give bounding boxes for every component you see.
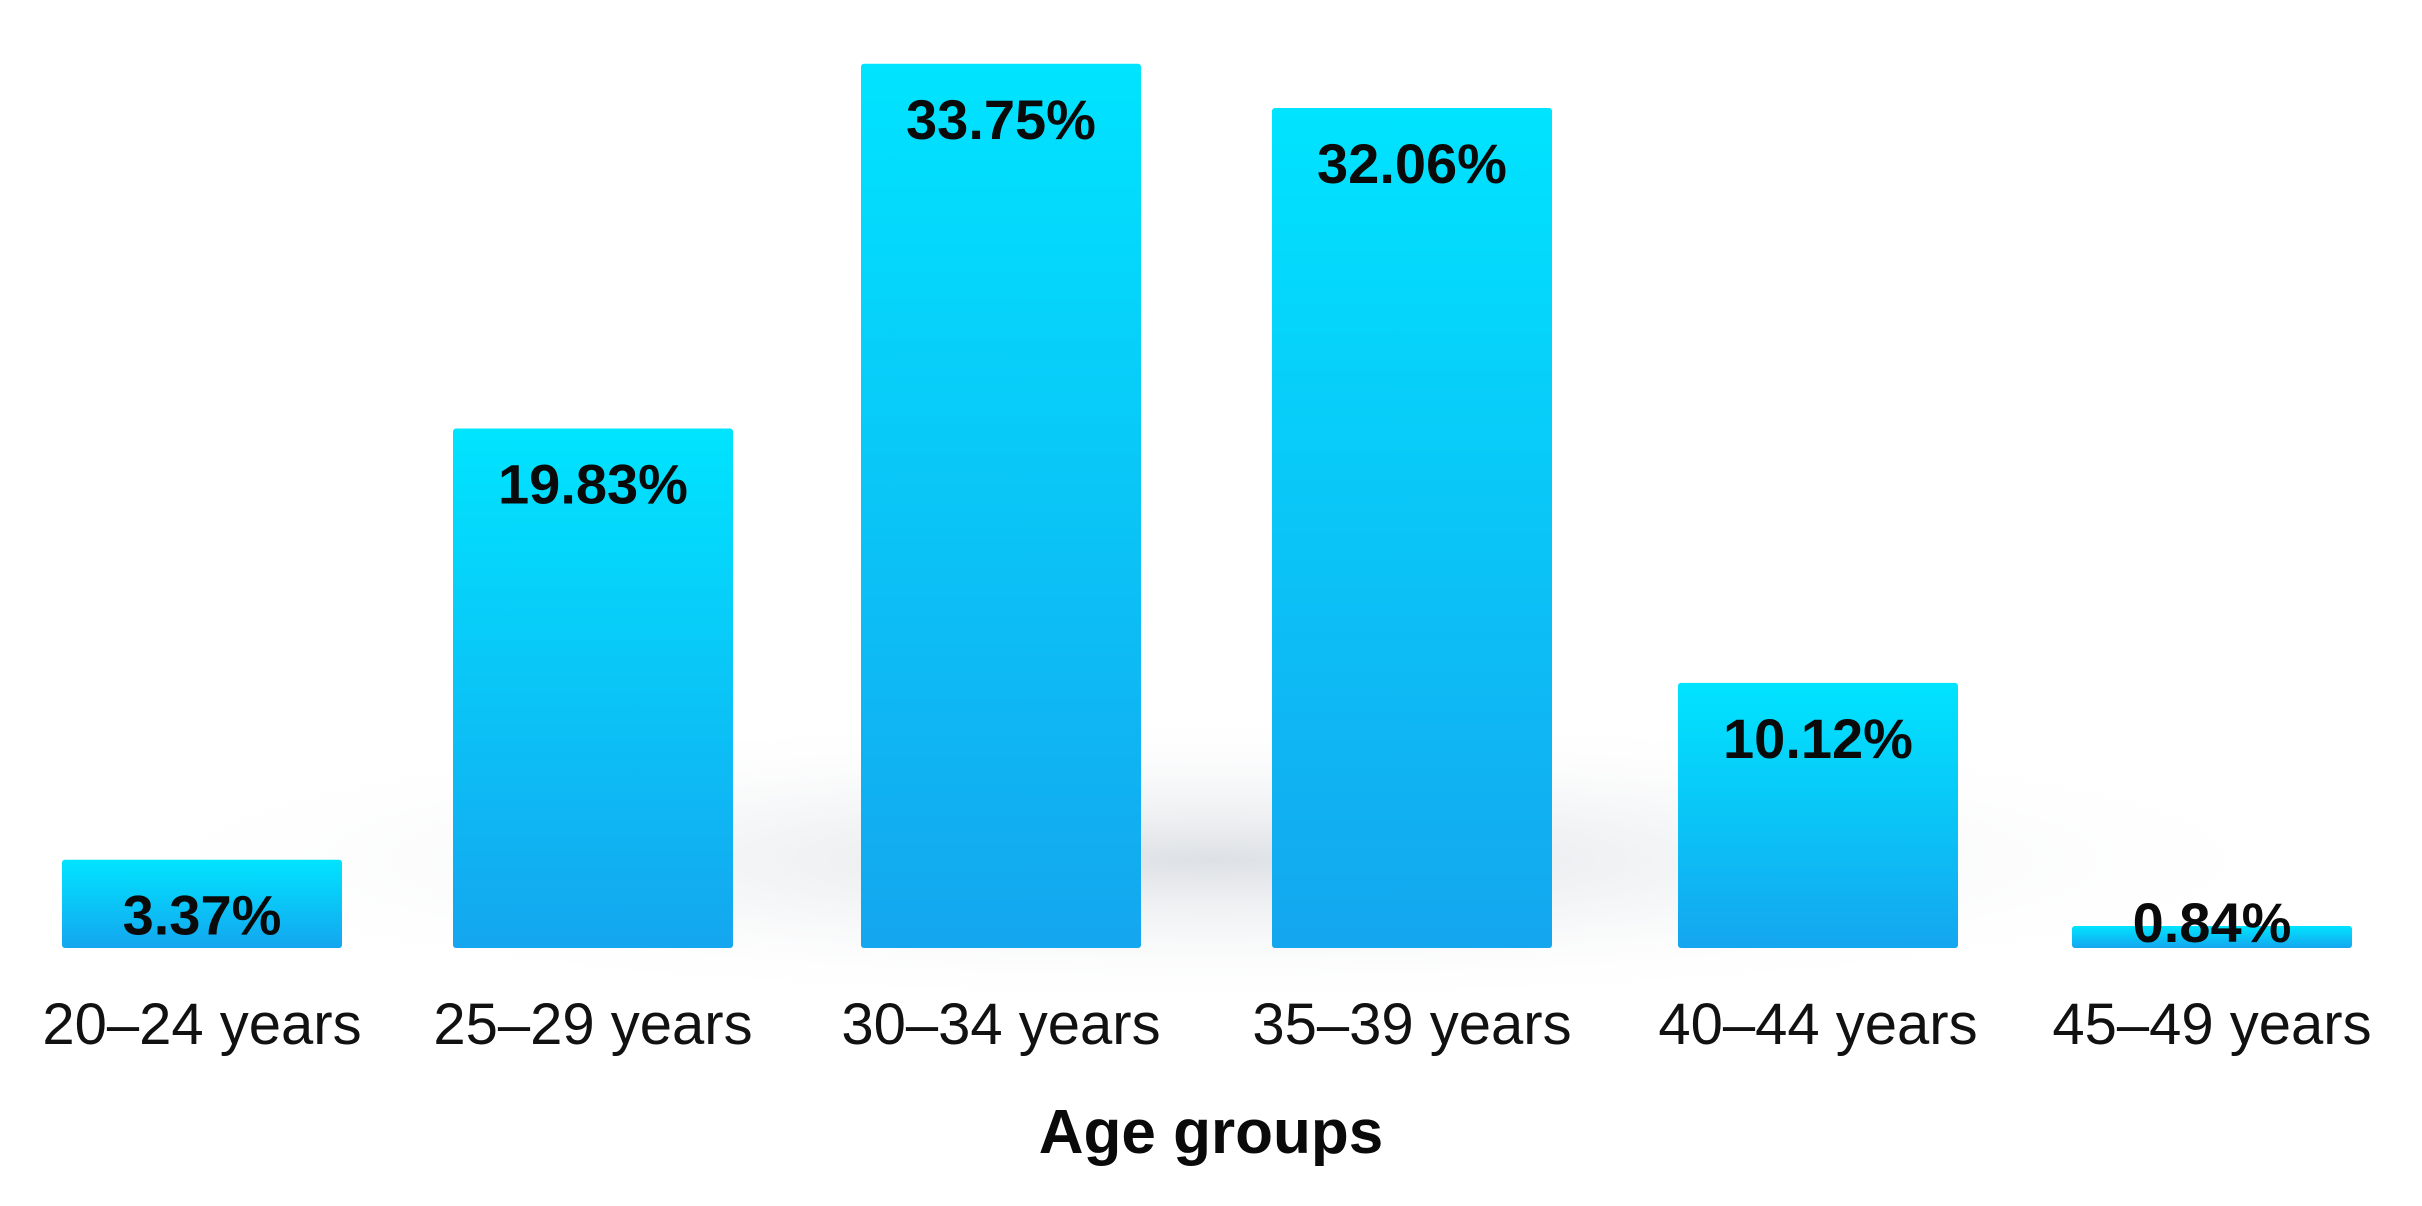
x-tick-label: 30–34 years [841, 992, 1160, 1057]
x-tick-label: 45–49 years [2052, 992, 2371, 1057]
data-labels-group: 3.37% 19.83% 33.75% 32.06% 10.12% 0.84% [123, 88, 2292, 954]
bars-group [62, 63, 2352, 949]
x-tick-labels-group: 20–24 years 25–29 years 30–34 years 35–39 y… [42, 992, 2371, 1057]
floor-shadow [61, 710, 2361, 1010]
bar-value-label: 10.12% [1723, 707, 1913, 770]
x-tick-label: 20–24 years [42, 992, 361, 1057]
bar-value-label: 33.75% [906, 88, 1096, 151]
bar-value-label: 32.06% [1317, 132, 1507, 195]
bar-value-label: 0.84% [2133, 891, 2292, 954]
x-axis-title: Age groups [1039, 1098, 1383, 1167]
bar [453, 428, 733, 949]
x-tick-label: 40–44 years [1658, 992, 1977, 1057]
bar [2072, 925, 2352, 948]
bar [1272, 108, 1552, 948]
bar-value-label: 3.37% [123, 884, 282, 947]
bar [62, 859, 342, 948]
bar [1678, 682, 1958, 948]
bar-value-label: 19.83% [498, 452, 688, 515]
x-tick-label: 25–29 years [433, 992, 752, 1057]
bar [861, 63, 1141, 948]
x-tick-label: 35–39 years [1252, 992, 1571, 1057]
